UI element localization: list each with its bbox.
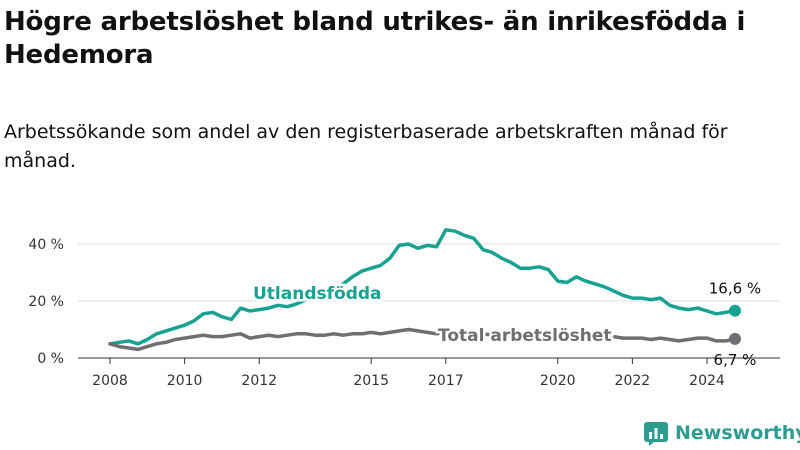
series-end-label: 16,6 %: [709, 280, 761, 298]
x-axis-ticks: 2008 2010 2012 2015 2017 2020 2022 2024: [92, 358, 725, 389]
series-line-utlandsfodda: [108, 228, 737, 346]
series-labels: 16,6 % 6,7 % Utlandsfödda Total arbetslöshe…: [251, 280, 762, 369]
chart-subtitle: Arbetssökande som andel av den registerb…: [4, 121, 728, 172]
brand-name: Newsworthy: [675, 422, 800, 444]
y-tick-label: 0 %: [37, 351, 64, 367]
x-tick-label: 2010: [167, 373, 203, 389]
series-label-utlandsfodda: Utlandsfödda: [253, 284, 382, 304]
series-end-point: [728, 304, 741, 317]
x-tick-label: 2020: [540, 373, 576, 389]
x-tick-label: 2015: [353, 373, 389, 389]
series-end-label: 6,7 %: [714, 351, 757, 369]
x-tick-label: 2012: [241, 373, 277, 389]
y-tick-label: 40 %: [28, 237, 64, 253]
series-end-point: [728, 332, 741, 345]
x-tick-label: 2024: [689, 373, 725, 389]
newsworthy-logo: Newsworthy: [643, 418, 800, 448]
series-label-total: Total arbetslöshet: [438, 326, 612, 346]
x-tick-label: 2017: [428, 373, 464, 389]
y-tick-label: 20 %: [28, 294, 64, 310]
x-tick-label: 2008: [92, 373, 128, 389]
chart-title: Högre arbetslöshet bland utrikes- än inr…: [4, 7, 746, 70]
x-tick-label: 2022: [615, 373, 651, 389]
series-line-total: [108, 327, 737, 352]
y-axis-ticks: 0 % 20 % 40 %: [28, 237, 64, 367]
series-lines: [108, 228, 741, 352]
newsworthy-logo-icon: [644, 422, 668, 446]
